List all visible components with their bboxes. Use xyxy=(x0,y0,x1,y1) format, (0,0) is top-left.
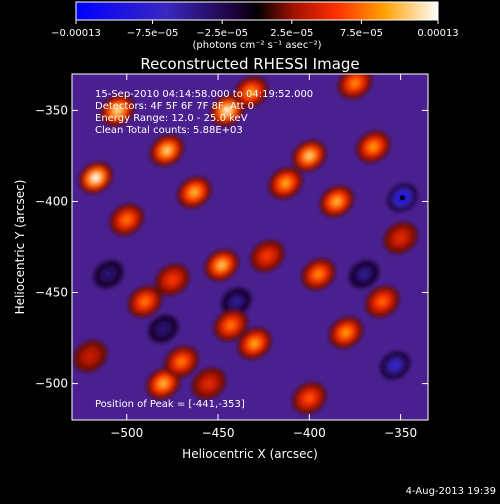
positive-blob xyxy=(333,198,341,205)
y-tick-label: −500 xyxy=(35,377,68,391)
negative-blob xyxy=(392,362,399,369)
x-tick-label: −400 xyxy=(293,426,326,440)
negative-blob xyxy=(160,326,167,332)
positive-blob xyxy=(251,340,258,347)
markers xyxy=(399,195,405,201)
x-tick-label: −350 xyxy=(384,426,417,440)
info-line: 15-Sep-2010 04:14:58.000 to 04:19:52.000 xyxy=(95,89,313,100)
positive-blob xyxy=(205,380,213,387)
colorbar-tick-label: −7.5e−05 xyxy=(127,28,179,39)
negative-blob xyxy=(105,271,112,278)
positive-blob xyxy=(282,180,289,187)
colorbar-tick-label: 7.5e−05 xyxy=(340,28,383,39)
positive-blob xyxy=(178,358,185,365)
positive-blob xyxy=(86,353,94,360)
x-tick-label: −500 xyxy=(110,426,143,440)
image-background xyxy=(72,74,428,420)
positive-blob xyxy=(305,395,313,402)
colorbar-gradient xyxy=(75,1,439,21)
x-axis-ticks: −500 −450 −400 −350 xyxy=(110,74,417,440)
colorbar-units: (photons cm⁻² s⁻¹ asec⁻²) xyxy=(192,40,321,51)
footer-date: 4-Aug-2013 19:39 xyxy=(406,486,496,497)
positive-blob xyxy=(305,152,313,160)
positive-blob xyxy=(227,322,235,329)
positive-blob xyxy=(141,298,149,305)
peak-position-label: Position of Peak = [-441,-353] xyxy=(95,399,245,410)
positive-blob xyxy=(378,298,386,305)
colorbar-tick-label: −0.00013 xyxy=(51,28,101,39)
positive-blob xyxy=(247,89,255,96)
negative-blob xyxy=(361,271,368,278)
positive-blob xyxy=(315,271,322,278)
plot-frame xyxy=(71,73,429,421)
positive-blob xyxy=(159,380,167,387)
x-tick-label: −450 xyxy=(202,426,235,440)
colorbar: −0.00013 −7.5e−05 −2.5e−05 2.5e−05 7.5e−05 0.… xyxy=(51,1,459,51)
info-line: Clean Total counts: 5.88E+03 xyxy=(95,125,243,136)
minimum-marker xyxy=(399,195,405,201)
info-line: Energy Range: 12.0 - 25.0 keV xyxy=(95,113,248,124)
info-line: Detectors: 4F 5F 6F 7F 8F, Att 0 xyxy=(95,101,254,112)
positive-blob xyxy=(342,329,350,336)
y-tick-label: −400 xyxy=(35,194,68,208)
positive-blob xyxy=(92,174,100,181)
y-axis-label: Heliocentric Y (arcsec) xyxy=(13,180,27,315)
positive-blob xyxy=(169,276,176,283)
image-area: −500 −450 −400 −350 −500 −450 −400 −350 15-Sep… xyxy=(35,73,429,440)
y-tick-label: −350 xyxy=(35,103,68,117)
y-axis-ticks: −500 −450 −400 −350 xyxy=(35,103,428,391)
positive-blob xyxy=(369,143,377,150)
colorbar-tick-label: 2.5e−05 xyxy=(270,28,313,39)
colorbar-tick-label: −2.5e−05 xyxy=(196,28,248,39)
intensity-field xyxy=(73,74,418,414)
positive-blob xyxy=(351,79,359,87)
positive-blob xyxy=(163,147,171,154)
positive-blob xyxy=(223,107,231,114)
y-tick-label: −450 xyxy=(35,286,68,300)
positive-blob xyxy=(190,189,198,196)
positive-blob xyxy=(123,216,131,223)
positive-blob xyxy=(218,262,226,269)
chart-title: Reconstructed RHESSI Image xyxy=(140,55,359,73)
x-axis-label: Heliocentric X (arcsec) xyxy=(182,447,318,461)
colorbar-tick-label: 0.00013 xyxy=(417,28,458,39)
negative-blob xyxy=(233,298,240,305)
positive-blob xyxy=(397,234,404,242)
positive-blob xyxy=(114,107,122,114)
info-block: 15-Sep-2010 04:14:58.000 to 04:19:52.000… xyxy=(95,89,313,136)
colorbar-ticks: −0.00013 −7.5e−05 −2.5e−05 2.5e−05 7.5e−05 0.… xyxy=(51,20,459,39)
positive-blob xyxy=(263,252,271,260)
